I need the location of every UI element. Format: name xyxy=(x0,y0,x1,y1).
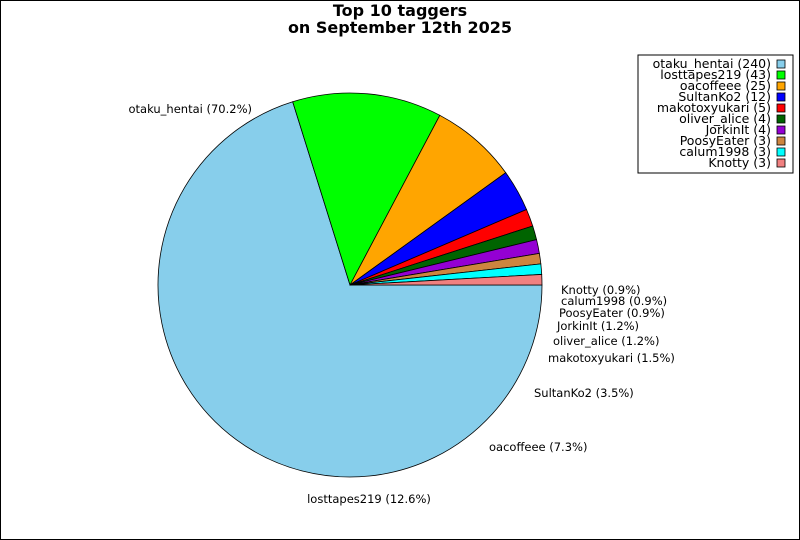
pie-label-JorkinIt: JorkinIt (1.2%) xyxy=(556,319,639,333)
legend-label-calum1998: calum1998 (3) xyxy=(679,144,771,159)
legend-swatch-Knotty xyxy=(776,158,786,168)
pie-label-SultanKo2: SultanKo2 (3.5%) xyxy=(534,386,634,400)
legend-box xyxy=(637,54,794,174)
legend-swatch-JorkinIt xyxy=(776,125,786,135)
legend-swatch-makotoxyukari xyxy=(776,103,786,113)
legend-label-makotoxyukari: makotoxyukari (5) xyxy=(657,100,771,115)
legend-label-losttapes219: losttapes219 (43) xyxy=(660,67,771,82)
legend-label-oliver_alice: oliver_alice (4) xyxy=(679,111,771,126)
pie-labels: otaku_hentai (70.2%) losttapes219 (12.6%)… xyxy=(128,102,674,506)
legend-swatch-oliver_alice xyxy=(776,114,786,124)
legend-label-oacoffeee: oacoffeee (25) xyxy=(680,78,771,93)
pie-label-oacoffeee: oacoffeee (7.3%) xyxy=(489,440,587,454)
legend-swatch-PoosyEater xyxy=(776,136,786,146)
legend-label-otaku_hentai: otaku_hentai (240) xyxy=(653,56,771,71)
pie-slices xyxy=(157,92,543,478)
pie-slice-losttapes219 xyxy=(292,92,441,287)
legend-swatch-calum1998 xyxy=(776,147,786,157)
legend-swatch-oacoffeee xyxy=(776,81,786,91)
pie-label-Knotty: Knotty (0.9%) xyxy=(561,283,641,297)
pie-label-calum1998: calum1998 (0.9%) xyxy=(561,294,667,308)
chart-title: Top 10 taggers on September 12th 2025 xyxy=(288,1,512,37)
pie-label-makotoxyukari: makotoxyukari (1.5%) xyxy=(548,351,675,365)
pie-label-losttapes219: losttapes219 (12.6%) xyxy=(307,492,431,506)
pie-label-oliver_alice: oliver_alice (1.2%) xyxy=(553,334,659,348)
legend-swatch-SultanKo2 xyxy=(776,92,786,102)
pie-label-PoosyEater: PoosyEater (0.9%) xyxy=(559,306,665,320)
legend-label-PoosyEater: PoosyEater (3) xyxy=(680,133,771,148)
legend-label-JorkinIt: JorkinIt (4) xyxy=(705,122,771,137)
pie-label-otaku_hentai: otaku_hentai (70.2%) xyxy=(128,102,252,116)
legend-swatch-losttapes219 xyxy=(776,70,786,80)
pie-slice-otaku_hentai xyxy=(157,101,543,478)
legend-swatch-otaku_hentai xyxy=(776,59,786,69)
pie-slice-Knotty xyxy=(349,273,543,286)
legend-label-Knotty: Knotty (3) xyxy=(708,155,771,170)
legend-label-SultanKo2: SultanKo2 (12) xyxy=(678,89,771,104)
legend: otaku_hentai (240)losttapes219 (43)oacof… xyxy=(637,54,794,174)
